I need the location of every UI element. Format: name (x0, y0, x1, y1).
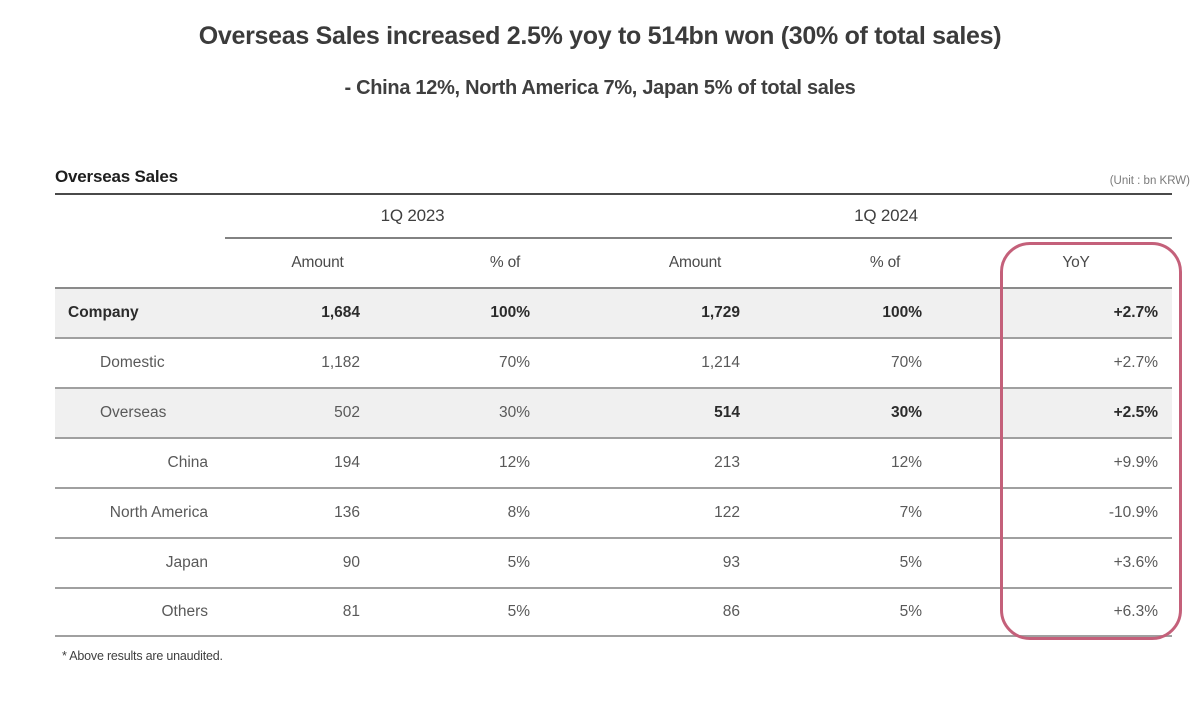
pct-2023-cell: 5% (507, 554, 530, 571)
table-group-header-row: 1Q 2023 1Q 2024 (55, 195, 1172, 239)
amount-2024-cell: 514 (714, 404, 740, 421)
column-header-yoy: YoY (1062, 254, 1090, 271)
column-header-pct-2024: % of (869, 254, 901, 271)
pct-2023-cell: 100% (490, 304, 530, 321)
yoy-cell: +9.9% (1113, 454, 1158, 471)
yoy-cell: +3.6% (1113, 554, 1158, 571)
table-row-domestic: Domestic 1,182 70% 1,214 70% +2.7% (55, 337, 1172, 387)
amount-2023-cell: 90 (342, 554, 360, 571)
footnote: * Above results are unaudited. (62, 649, 223, 663)
row-label: China (167, 454, 209, 471)
section-header-bar: Overseas Sales (Unit : bn KRW) (55, 167, 1190, 195)
amount-2023-cell: 1,684 (321, 304, 360, 321)
page-subtitle: - China 12%, North America 7%, Japan 5% … (344, 77, 856, 99)
pct-2024-cell: 5% (899, 554, 922, 571)
amount-2023-cell: 136 (334, 504, 360, 521)
yoy-cell: +6.3% (1113, 603, 1158, 620)
row-label: Company (68, 304, 139, 321)
group-header-1q2023: 1Q 2023 (225, 195, 600, 239)
yoy-cell: +2.7% (1113, 304, 1158, 321)
table-row-china: China 194 12% 213 12% +9.9% (55, 437, 1172, 487)
unit-note: (Unit : bn KRW) (1109, 175, 1190, 187)
amount-2024-cell: 1,214 (701, 354, 740, 371)
amount-2023-cell: 1,182 (321, 354, 360, 371)
row-label: Others (161, 603, 208, 620)
overseas-sales-table: 1Q 2023 1Q 2024 Amount % of Amount % of … (55, 195, 1172, 637)
table-row-japan: Japan 90 5% 93 5% +3.6% (55, 537, 1172, 587)
row-label: Overseas (100, 404, 167, 421)
amount-2024-cell: 122 (714, 504, 740, 521)
amount-2023-cell: 194 (334, 454, 360, 471)
column-header-amount-2024: Amount (668, 254, 722, 271)
yoy-cell: +2.5% (1113, 404, 1158, 421)
amount-2024-cell: 213 (714, 454, 740, 471)
column-header-amount-2023: Amount (291, 254, 344, 271)
pct-2023-cell: 70% (498, 354, 530, 371)
yoy-cell: -10.9% (1108, 504, 1158, 521)
pct-2024-cell: 70% (890, 354, 922, 371)
row-label: Japan (165, 554, 208, 571)
amount-2023-cell: 81 (342, 603, 360, 620)
amount-2024-cell: 93 (722, 554, 740, 571)
table-column-header-row: Amount % of Amount % of YoY (55, 239, 1172, 287)
row-label: North America (109, 504, 208, 521)
pct-2023-cell: 30% (498, 404, 530, 421)
pct-2023-cell: 8% (507, 504, 530, 521)
table-row-north-america: North America 136 8% 122 7% -10.9% (55, 487, 1172, 537)
section-heading: Overseas Sales (55, 167, 178, 186)
column-header-pct-2023: % of (489, 254, 521, 271)
row-label: Domestic (100, 354, 165, 371)
table-row-overseas: Overseas 502 30% 514 30% +2.5% (55, 387, 1172, 437)
pct-2024-cell: 30% (890, 404, 922, 421)
table-row-company: Company 1,684 100% 1,729 100% +2.7% (55, 287, 1172, 337)
pct-2023-cell: 5% (507, 603, 530, 620)
table-row-others: Others 81 5% 86 5% +6.3% (55, 587, 1172, 637)
overseas-sales-section: Overseas Sales (Unit : bn KRW) 1Q 2023 1… (55, 158, 1190, 637)
amount-2024-cell: 1,729 (701, 304, 740, 321)
pct-2024-cell: 7% (899, 504, 922, 521)
group-header-1q2024: 1Q 2024 (600, 195, 1172, 239)
pct-2024-cell: 5% (899, 603, 922, 620)
yoy-cell: +2.7% (1113, 354, 1158, 371)
page-title: Overseas Sales increased 2.5% yoy to 514… (198, 22, 1002, 50)
amount-2024-cell: 86 (722, 603, 740, 620)
pct-2024-cell: 12% (890, 454, 922, 471)
amount-2023-cell: 502 (334, 404, 360, 421)
pct-2023-cell: 12% (498, 454, 530, 471)
pct-2024-cell: 100% (882, 304, 922, 321)
